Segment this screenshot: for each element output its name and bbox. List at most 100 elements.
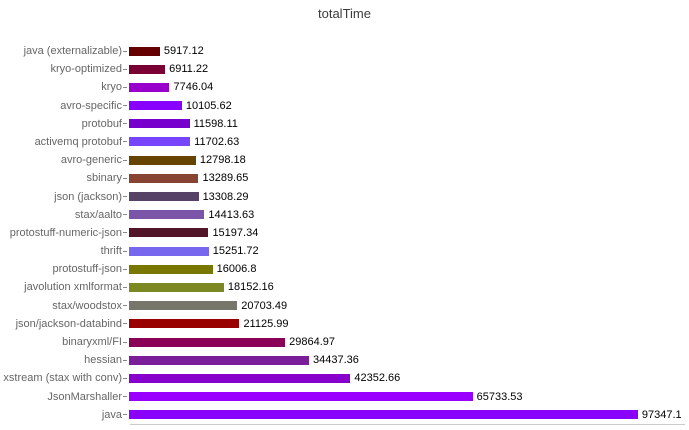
chart-row: javolution xmlformat 18152.16 [0, 280, 687, 294]
chart-row: JsonMarshaller 65733.53 [0, 390, 687, 404]
bar-track: 42352.66 [129, 372, 687, 385]
axis-tick [123, 341, 127, 343]
axis-tick [123, 159, 127, 161]
category-label: binaryxml/FI [62, 336, 122, 348]
axis-tick [123, 286, 127, 288]
chart-row: hessian 34437.36 [0, 353, 687, 367]
bar-track: 15251.72 [129, 245, 687, 258]
value-label: 15251.72 [212, 245, 259, 258]
value-label: 42352.66 [354, 372, 401, 385]
category-label: stax/woodstox [52, 299, 122, 312]
axis-tick [123, 323, 127, 325]
bar-track: 5917.12 [129, 45, 687, 57]
bar-track: 7746.04 [129, 81, 687, 94]
axis-tick [123, 268, 127, 270]
bar [129, 282, 224, 292]
value-label: 21125.99 [243, 317, 289, 330]
value-label: 7746.04 [173, 81, 214, 94]
category-label: kryo-optimized [50, 63, 122, 76]
bar [129, 355, 310, 365]
chart-row: avro-generic 12798.18 [0, 153, 687, 167]
axis-tick [123, 359, 127, 361]
category-label: stax/aalto [74, 208, 122, 221]
value-label: 65733.53 [476, 390, 523, 403]
bar [129, 155, 196, 165]
axis-tick [123, 141, 127, 143]
category-label: java (externalizable) [23, 45, 122, 57]
chart-row: java (externalizable) 5917.12 [0, 44, 687, 58]
bar-track: 97347.1 [129, 408, 687, 421]
bar-track: 13308.29 [129, 190, 687, 203]
bar [129, 64, 166, 74]
axis-tick [123, 414, 127, 416]
value-label: 13289.65 [202, 172, 249, 185]
category-label: kryo [101, 81, 122, 94]
chart-row: protobuf 11598.11 [0, 117, 687, 131]
bar [129, 228, 209, 238]
chart-row: json (jackson) 13308.29 [0, 190, 687, 204]
x-axis-line [130, 424, 685, 425]
axis-tick [123, 250, 127, 252]
value-label: 6911.22 [169, 63, 209, 76]
category-label: xstream (stax with conv) [3, 372, 122, 385]
axis-tick [123, 86, 127, 88]
category-label: sbinary [86, 172, 122, 185]
bar-track: 16006.8 [129, 263, 687, 276]
chart-row: java 97347.1 [0, 408, 687, 422]
category-label: json/jackson-databind [15, 317, 122, 330]
category-label: json (jackson) [54, 190, 122, 203]
bar [129, 337, 286, 347]
bar [129, 173, 199, 183]
chart-row: protostuff-numeric-json 15197.34 [0, 226, 687, 240]
bar-track: 20703.49 [129, 300, 687, 312]
chart-row: kryo 7746.04 [0, 80, 687, 94]
value-label: 29864.97 [289, 336, 335, 348]
value-label: 11598.11 [193, 117, 238, 130]
bar-track: 65733.53 [129, 390, 687, 403]
bar [129, 101, 182, 111]
category-label: javolution xmlformat [24, 281, 122, 294]
chart-row: binaryxml/FI 29864.97 [0, 335, 687, 349]
category-label: java [101, 408, 122, 421]
axis-tick [123, 105, 127, 107]
category-label: avro-generic [60, 154, 122, 167]
axis-tick [123, 196, 127, 197]
category-label: JsonMarshaller [47, 390, 122, 403]
chart-row: json/jackson-databind 21125.99 [0, 317, 687, 331]
value-label: 97347.1 [641, 408, 682, 421]
value-label: 10105.62 [185, 99, 232, 112]
chart-title: totalTime [318, 6, 371, 21]
bar [129, 392, 473, 402]
category-label: protostuff-numeric-json [9, 226, 122, 239]
axis-tick [123, 50, 127, 52]
axis-tick [123, 377, 127, 379]
category-label: thrift [100, 245, 122, 258]
chart-row: stax/woodstox 20703.49 [0, 299, 687, 313]
bar [129, 210, 205, 220]
bar-track: 11702.63 [129, 136, 687, 148]
chart-row: avro-specific 10105.62 [0, 99, 687, 113]
axis-tick [123, 214, 127, 216]
bar-track: 21125.99 [129, 317, 687, 330]
chart-row: protostuff-json 16006.8 [0, 262, 687, 276]
chart-row: stax/aalto 14413.63 [0, 208, 687, 222]
value-label: 16006.8 [216, 263, 257, 276]
axis-tick [123, 68, 127, 70]
bar-chart: java (externalizable) 5917.12 kryo-optimiz… [0, 44, 687, 422]
bar [129, 119, 190, 129]
category-label: activemq protobuf [34, 135, 122, 148]
bar [129, 46, 160, 56]
chart-row: xstream (stax with conv) 42352.66 [0, 371, 687, 385]
bar [129, 246, 209, 256]
bar [129, 137, 191, 147]
value-label: 13308.29 [202, 190, 249, 203]
bar [129, 410, 638, 420]
value-label: 34437.36 [313, 354, 359, 367]
axis-tick [123, 123, 127, 125]
axis-tick [123, 305, 127, 307]
bar [129, 373, 351, 383]
chart-row: activemq protobuf 11702.63 [0, 135, 687, 149]
category-label: protobuf [81, 117, 122, 130]
bar [129, 264, 213, 274]
bar-track: 29864.97 [129, 336, 687, 348]
